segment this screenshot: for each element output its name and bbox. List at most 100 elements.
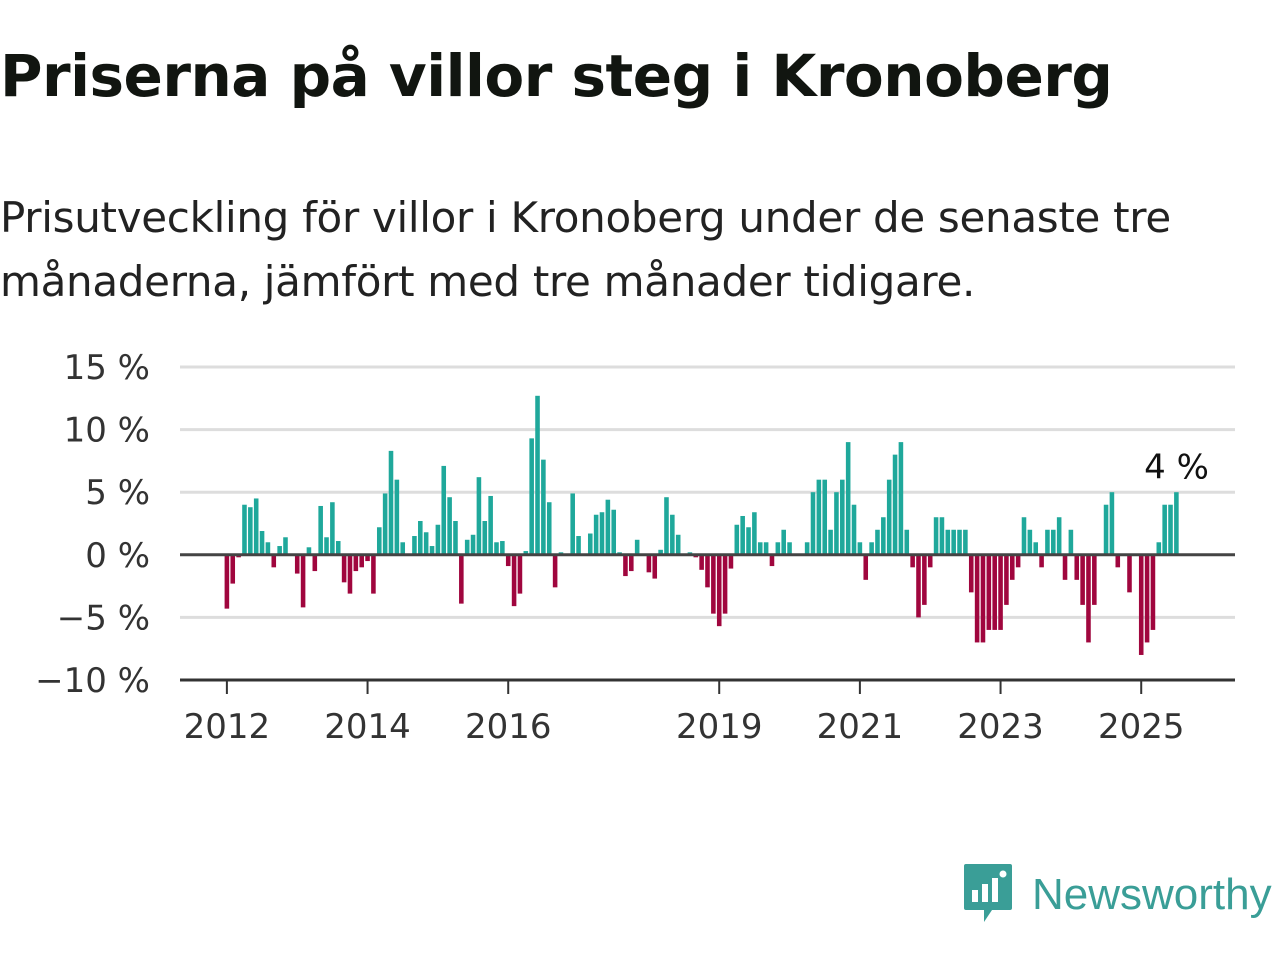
bar-negative	[365, 554, 370, 562]
bar-positive	[886, 479, 892, 555]
bar-negative	[459, 554, 464, 604]
bar-positive	[546, 502, 552, 555]
label-layer: 15 % 10 % 5 % 0 % −5 % −10 % 2012 2014 2016 2019 2…	[35, 348, 1209, 747]
bar-negative	[646, 554, 652, 573]
bar-negative	[728, 554, 734, 569]
bar-negative	[910, 554, 915, 568]
bar-positive	[810, 492, 816, 555]
bar-positive	[670, 514, 675, 555]
bar-positive	[394, 479, 400, 555]
bar-negative	[968, 554, 974, 593]
bar-positive	[388, 450, 394, 555]
bar-positive	[1033, 542, 1039, 555]
bar-negative	[359, 554, 364, 568]
bar-positive	[1068, 529, 1074, 555]
bar-positive	[541, 459, 546, 555]
bar-negative	[623, 554, 628, 577]
newsworthy-logo: Newsworthy	[962, 862, 1272, 928]
bar-negative	[517, 554, 523, 594]
bar-negative	[974, 554, 980, 643]
bar-positive	[875, 529, 880, 555]
bar-positive	[464, 539, 470, 555]
bar-negative	[505, 554, 511, 567]
bar-negative	[1138, 554, 1144, 655]
bar-positive	[828, 529, 833, 555]
bar-positive	[253, 498, 259, 555]
bar-positive	[570, 493, 575, 555]
x-tick-label: 2021	[817, 707, 904, 747]
bar-positive	[1045, 529, 1050, 555]
bar-negative	[992, 554, 997, 630]
bar-positive	[1103, 504, 1109, 555]
bar-negative	[705, 554, 710, 588]
bar-positive	[488, 495, 493, 555]
y-tick-label: −5 %	[57, 598, 150, 638]
y-tick-label: 10 %	[64, 411, 150, 451]
y-tick-label: −10 %	[35, 661, 150, 701]
x-tick-label: 2014	[324, 707, 411, 747]
bar-positive	[804, 542, 810, 555]
bar-negative	[1009, 554, 1015, 580]
axis-layer	[180, 553, 1235, 694]
bar-positive	[881, 517, 886, 555]
bar-negative	[341, 554, 347, 583]
bar-negative	[916, 554, 921, 618]
bar-positive	[376, 527, 382, 555]
bar-positive	[1027, 529, 1033, 555]
x-tick-label: 2023	[957, 707, 1044, 747]
bar-positive	[523, 551, 529, 555]
bar-positive	[957, 529, 962, 555]
x-tick-label: 2012	[184, 707, 271, 747]
bar-positive	[335, 541, 341, 555]
bar-negative	[1039, 554, 1044, 568]
latest-value-annotation: 4 %	[1144, 448, 1209, 488]
bar-positive	[412, 536, 417, 555]
bar-positive	[1109, 492, 1115, 555]
bar-negative	[353, 554, 359, 572]
bar-negative	[1062, 554, 1068, 580]
bar-negative	[1127, 554, 1132, 593]
bar-positive	[500, 541, 505, 555]
bar-positive	[400, 542, 406, 555]
bar-negative	[230, 554, 236, 584]
bar-positive	[763, 542, 769, 555]
bar-positive	[447, 497, 452, 555]
y-tick-label: 0 %	[85, 536, 150, 576]
bar-positive	[529, 438, 534, 555]
bar-positive	[904, 529, 910, 555]
bar-positive	[599, 512, 605, 555]
bar-positive	[611, 509, 617, 555]
bar-positive	[775, 542, 781, 555]
bar-positive	[857, 542, 863, 555]
bar-negative	[711, 554, 716, 614]
bar-positive	[418, 521, 423, 555]
bar-positive	[840, 479, 845, 555]
bar-negative	[927, 554, 933, 568]
bar-positive	[306, 547, 312, 555]
bar-positive	[330, 502, 335, 555]
bar-positive	[752, 512, 757, 555]
bar-positive	[476, 477, 482, 555]
bar-positive	[277, 546, 282, 555]
bar-chart: 15 % 10 % 5 % 0 % −5 % −10 % 2012 2014 2016 2019 2…	[35, 348, 1235, 747]
bar-negative	[1080, 554, 1085, 605]
bar-positive	[1174, 492, 1179, 555]
bar-positive	[834, 492, 839, 555]
bar-positive	[576, 536, 581, 555]
bar-positive	[382, 493, 388, 555]
bar-positive	[675, 534, 681, 555]
bar-positive	[593, 514, 599, 555]
grid-layer	[180, 365, 1235, 619]
bar-positive	[265, 542, 271, 555]
bar-positive	[781, 529, 786, 555]
bar-positive	[634, 539, 640, 555]
bar-positive	[851, 504, 857, 555]
chart-title: Priserna på villor steg i Kronoberg	[0, 42, 1113, 110]
bar-positive	[259, 531, 265, 555]
bar-negative	[722, 554, 728, 614]
bar-negative	[1115, 554, 1121, 568]
bar-positive	[318, 505, 323, 555]
bar-positive	[945, 529, 951, 555]
bar-negative	[652, 554, 658, 579]
x-tick-label: 2019	[676, 707, 763, 747]
